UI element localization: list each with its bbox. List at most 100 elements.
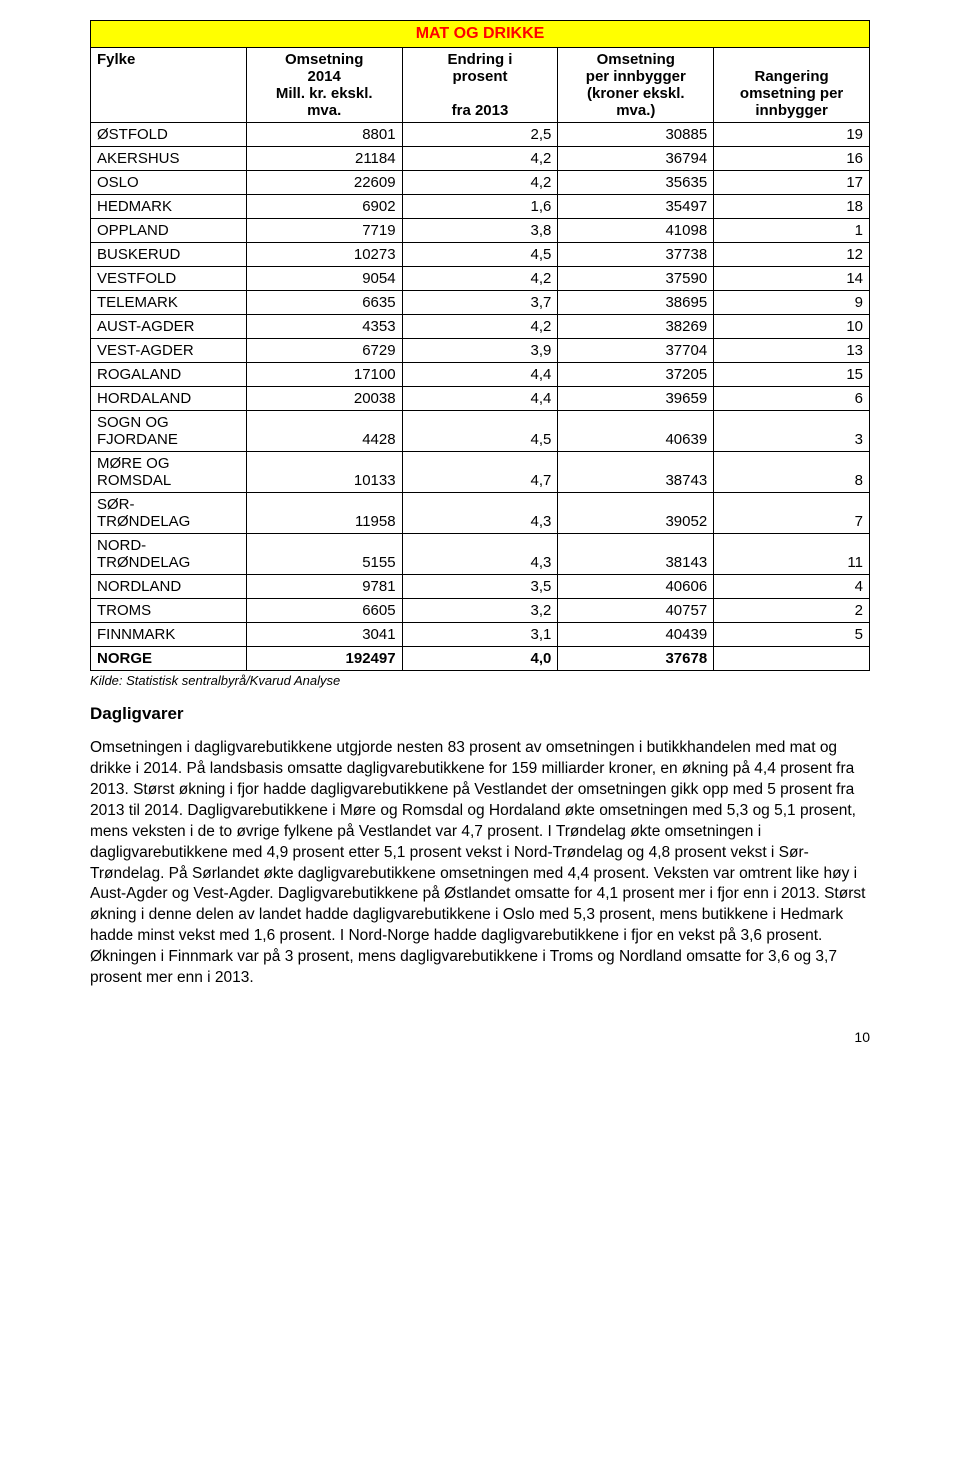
cell-endr: 4,7: [402, 452, 558, 493]
mat-og-drikke-table: MAT OG DRIKKE Fylke Omsetning 2014 Mill.…: [90, 20, 870, 671]
cell-rang: 8: [714, 452, 870, 493]
table-row: ROGALAND171004,43720515: [91, 363, 870, 387]
col-header-perinnbygger: Omsetning per innbygger (kroner ekskl. m…: [558, 48, 714, 123]
cell-perinn: 35497: [558, 195, 714, 219]
cell-perinn: 37205: [558, 363, 714, 387]
cell-rang: 14: [714, 267, 870, 291]
source-line: Kilde: Statistisk sentralbyrå/Kvarud Ana…: [90, 673, 870, 688]
cell-perinn: 30885: [558, 123, 714, 147]
cell-oms: 7719: [246, 219, 402, 243]
cell-label: AUST-AGDER: [91, 315, 247, 339]
cell-oms: 6635: [246, 291, 402, 315]
cell-oms: 4353: [246, 315, 402, 339]
cell-label: ØSTFOLD: [91, 123, 247, 147]
cell-perinn: 40606: [558, 575, 714, 599]
table-row: VEST-AGDER67293,93770413: [91, 339, 870, 363]
cell-rang: 15: [714, 363, 870, 387]
table-row: AKERSHUS211844,23679416: [91, 147, 870, 171]
cell-endr: 3,1: [402, 623, 558, 647]
cell-endr: 4,3: [402, 493, 558, 534]
cell-endr: 4,4: [402, 363, 558, 387]
cell-endr: 3,5: [402, 575, 558, 599]
cell-rang: 5: [714, 623, 870, 647]
cell-perinn: 39052: [558, 493, 714, 534]
cell-oms: 5155: [246, 534, 402, 575]
table-title: MAT OG DRIKKE: [91, 21, 870, 48]
total-rang: [714, 647, 870, 671]
table-row: NORD-TRØNDELAG51554,33814311: [91, 534, 870, 575]
cell-oms: 4428: [246, 411, 402, 452]
cell-label: MØRE OGROMSDAL: [91, 452, 247, 493]
cell-endr: 3,8: [402, 219, 558, 243]
cell-rang: 16: [714, 147, 870, 171]
cell-label: NORD-TRØNDELAG: [91, 534, 247, 575]
table-row: TELEMARK66353,7386959: [91, 291, 870, 315]
total-label: NORGE: [91, 647, 247, 671]
cell-oms: 6902: [246, 195, 402, 219]
cell-oms: 3041: [246, 623, 402, 647]
cell-oms: 17100: [246, 363, 402, 387]
cell-endr: 2,5: [402, 123, 558, 147]
cell-rang: 13: [714, 339, 870, 363]
cell-perinn: 40757: [558, 599, 714, 623]
table-total-row: NORGE 192497 4,0 37678: [91, 647, 870, 671]
cell-perinn: 39659: [558, 387, 714, 411]
cell-endr: 4,2: [402, 147, 558, 171]
col-header-omsetning: Omsetning 2014 Mill. kr. ekskl. mva.: [246, 48, 402, 123]
cell-label: NORDLAND: [91, 575, 247, 599]
cell-endr: 4,2: [402, 315, 558, 339]
cell-oms: 10133: [246, 452, 402, 493]
cell-rang: 18: [714, 195, 870, 219]
cell-rang: 3: [714, 411, 870, 452]
cell-oms: 10273: [246, 243, 402, 267]
cell-perinn: 38269: [558, 315, 714, 339]
cell-oms: 6729: [246, 339, 402, 363]
cell-label: TELEMARK: [91, 291, 247, 315]
cell-rang: 4: [714, 575, 870, 599]
table-row: HEDMARK69021,63549718: [91, 195, 870, 219]
col-header-endring: Endring i prosent fra 2013: [402, 48, 558, 123]
table-row: SØR-TRØNDELAG119584,3390527: [91, 493, 870, 534]
cell-perinn: 37738: [558, 243, 714, 267]
cell-endr: 1,6: [402, 195, 558, 219]
cell-oms: 9054: [246, 267, 402, 291]
cell-label: BUSKERUD: [91, 243, 247, 267]
cell-perinn: 38143: [558, 534, 714, 575]
table-row: SOGN OGFJORDANE44284,5406393: [91, 411, 870, 452]
cell-label: TROMS: [91, 599, 247, 623]
table-row: OPPLAND77193,8410981: [91, 219, 870, 243]
cell-oms: 11958: [246, 493, 402, 534]
cell-rang: 7: [714, 493, 870, 534]
cell-rang: 1: [714, 219, 870, 243]
col-header-fylke: Fylke: [91, 48, 247, 123]
table-row: MØRE OGROMSDAL101334,7387438: [91, 452, 870, 493]
cell-perinn: 38743: [558, 452, 714, 493]
cell-oms: 8801: [246, 123, 402, 147]
cell-perinn: 40439: [558, 623, 714, 647]
total-endr: 4,0: [402, 647, 558, 671]
table-row: NORDLAND97813,5406064: [91, 575, 870, 599]
cell-label: HORDALAND: [91, 387, 247, 411]
cell-rang: 2: [714, 599, 870, 623]
cell-label: ROGALAND: [91, 363, 247, 387]
cell-endr: 3,2: [402, 599, 558, 623]
cell-label: OSLO: [91, 171, 247, 195]
total-oms: 192497: [246, 647, 402, 671]
section-heading: Dagligvarer: [90, 704, 870, 724]
cell-endr: 3,9: [402, 339, 558, 363]
table-row: TROMS66053,2407572: [91, 599, 870, 623]
cell-perinn: 37704: [558, 339, 714, 363]
cell-rang: 17: [714, 171, 870, 195]
cell-endr: 4,5: [402, 243, 558, 267]
cell-perinn: 35635: [558, 171, 714, 195]
cell-endr: 4,5: [402, 411, 558, 452]
cell-endr: 4,2: [402, 171, 558, 195]
cell-label: SØR-TRØNDELAG: [91, 493, 247, 534]
cell-perinn: 41098: [558, 219, 714, 243]
table-row: FINNMARK30413,1404395: [91, 623, 870, 647]
cell-label: SOGN OGFJORDANE: [91, 411, 247, 452]
cell-perinn: 37590: [558, 267, 714, 291]
table-row: OSLO226094,23563517: [91, 171, 870, 195]
cell-label: OPPLAND: [91, 219, 247, 243]
cell-endr: 4,2: [402, 267, 558, 291]
